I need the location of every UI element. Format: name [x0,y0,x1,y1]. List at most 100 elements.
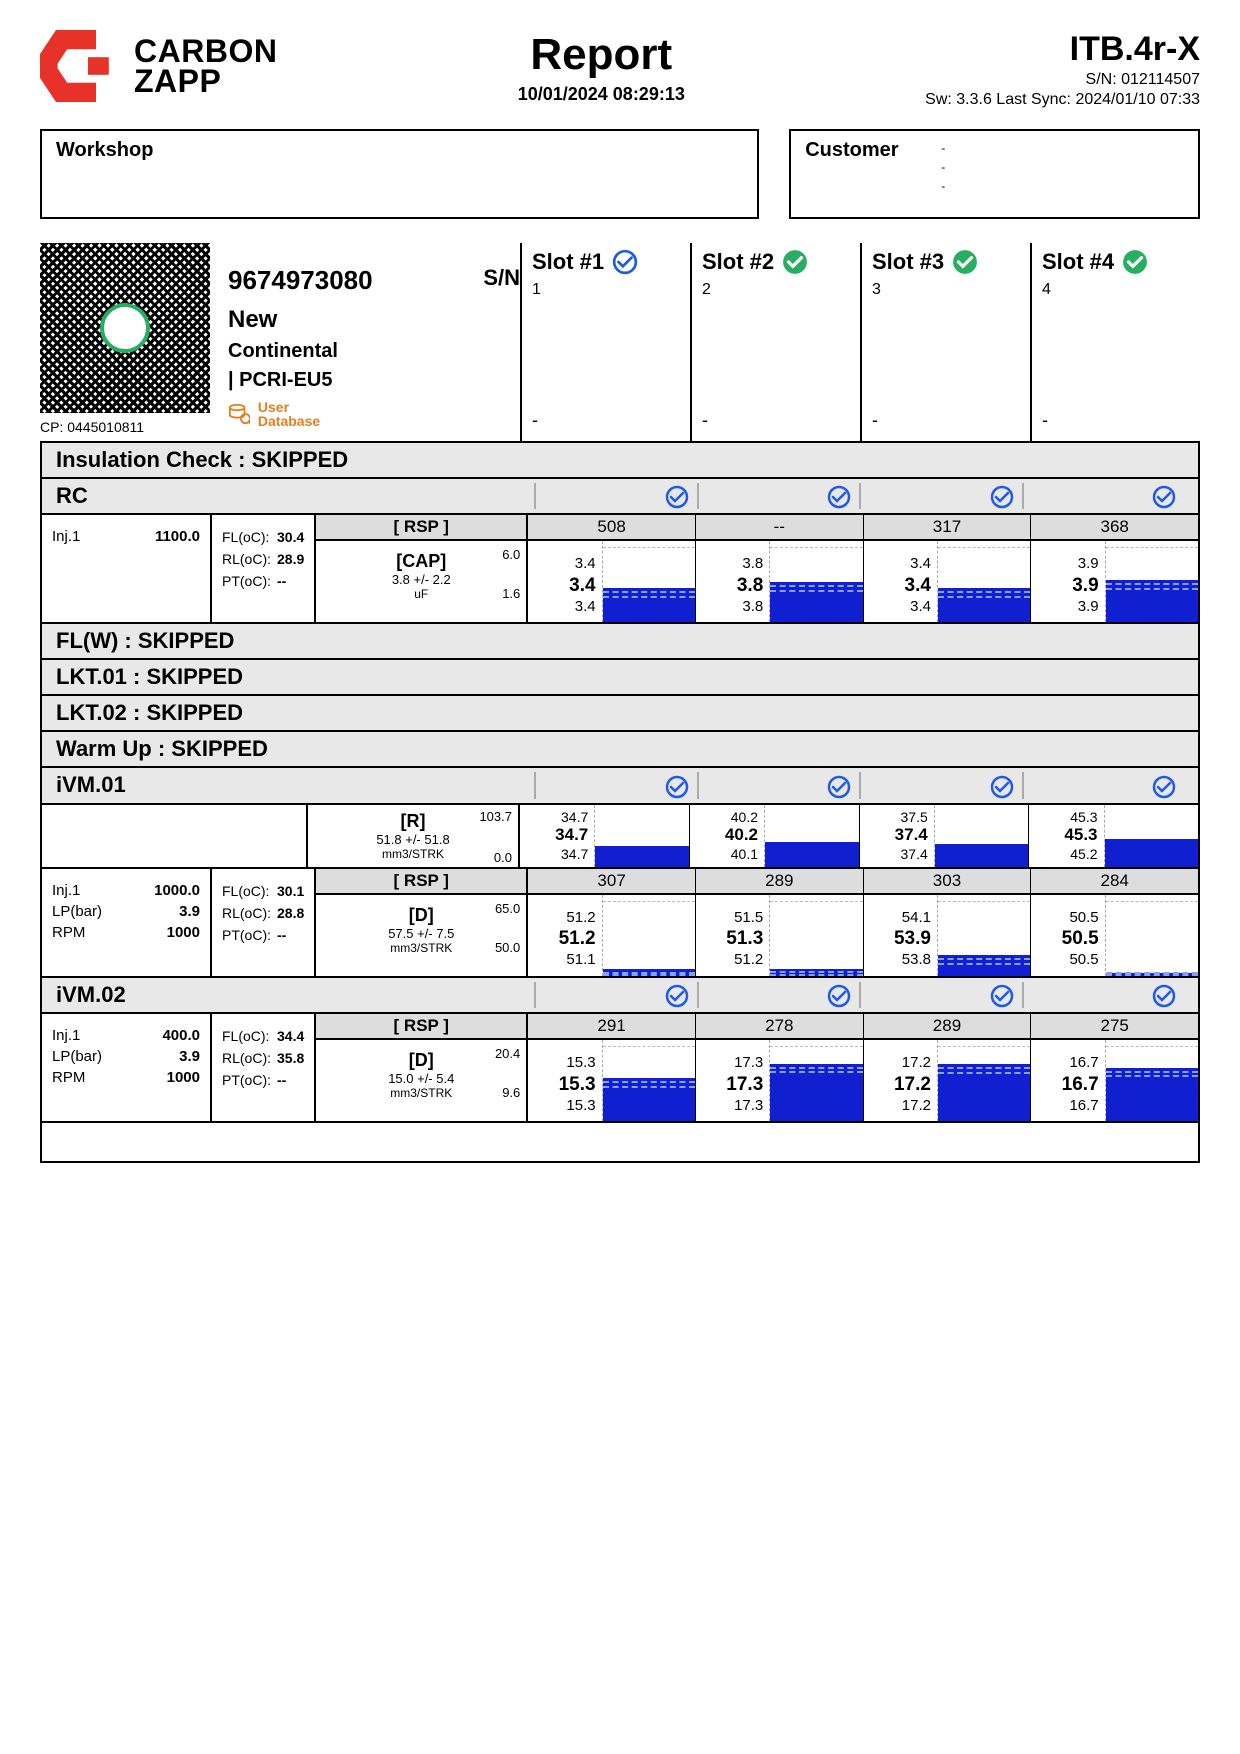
ivm01-d-slot-1: 307 51.251.251.1 [528,869,695,976]
rc-check-1 [534,483,697,509]
section-ivm02: iVM.02 [40,978,1200,1014]
reading-values: 17.317.317.3 [696,1040,769,1121]
reading-bar [769,541,862,622]
cp-code: CP: 0445010811 [40,419,210,435]
check-icon [782,249,808,275]
reading-bar [1105,895,1198,976]
ivm02-d-slot-1: 291 15.315.315.3 [528,1014,695,1121]
reading-bar [937,1040,1030,1121]
slot-dash: - [872,410,878,431]
rsp-value: 284 [1031,869,1198,895]
workshop-box: Workshop [40,129,759,219]
rc-check-4 [1022,483,1185,509]
slot-dash: - [1042,410,1048,431]
rsp-value: 289 [696,869,863,895]
reading-bar [602,541,695,622]
device-type: | PCRI-EU5 [228,369,520,392]
ivm01-r-slot-2: 40.240.240.1 [689,805,859,867]
reading-bar [769,1040,862,1121]
rc-check-2 [697,483,860,509]
rc-param: [ RSP ] 6.0 [CAP] 3.8 +/- 2.2 uF 1.6 [316,515,528,622]
rc-left: Inj.11100.0 [42,515,212,622]
ivm01-d-slot-2: 289 51.551.351.2 [695,869,863,976]
reading-values: 17.217.217.2 [864,1040,937,1121]
rsp-value: 368 [1031,515,1198,541]
report-timestamp: 10/01/2024 08:29:13 [277,84,925,105]
section-warmup: Warm Up : SKIPPED [40,732,1200,768]
page-title: Report [277,30,925,80]
report-header: CARBON ZAPP Report 10/01/2024 08:29:13 I… [40,30,1200,109]
ivm01-d-row: Inj.11000.0LP(bar)3.9RPM1000 FL(oC):30.1… [40,869,1200,978]
section-lkt01: LKT.01 : SKIPPED [40,660,1200,696]
section-insulation: Insulation Check : SKIPPED [40,443,1200,479]
rc-slot-4: 368 3.93.93.9 [1030,515,1198,622]
reading-values: 15.315.315.3 [528,1040,601,1121]
slot-number: 2 [702,281,850,299]
check-icon [952,249,978,275]
check-icon [612,249,638,275]
slot-label: Slot #3 [872,249,944,275]
rsp-value: 307 [528,869,695,895]
sn-label: S/N [483,265,520,296]
brand-text: CARBON ZAPP [134,36,277,97]
rc-temps: FL(oC):30.4RL(oC):28.9PT(oC):-- [212,515,316,622]
ivm01-r-slot-3: 37.537.437.4 [859,805,1029,867]
slot-2: Slot #2 2 - [690,243,860,441]
slot-label: Slot #1 [532,249,604,275]
reading-bar [769,895,862,976]
rc-check-3 [859,483,1022,509]
user-database-badge: User Database [228,400,520,428]
device-state: New [228,306,520,334]
rsp-value: 317 [864,515,1031,541]
rc-slot-1: 508 3.43.43.4 [528,515,695,622]
reading-bar [602,1040,695,1121]
database-icon [228,403,250,425]
ivm01-d-slot-4: 284 50.550.550.5 [1030,869,1198,976]
rsp-value: 508 [528,515,695,541]
reading-values: 3.83.83.8 [696,541,769,622]
ivm02-d-slot-3: 289 17.217.217.2 [863,1014,1031,1121]
section-flw: FL(W) : SKIPPED [40,624,1200,660]
check-icon [1122,249,1148,275]
slot-dash: - [702,410,708,431]
rc-slot-3: 317 3.43.43.4 [863,515,1031,622]
device-manufacturer: Continental [228,340,520,363]
slot-4: Slot #4 4 - [1030,243,1200,441]
reading-bar [937,895,1030,976]
part-number: 9674973080 [228,265,373,296]
device-row: ✓ CP: 0445010811 9674973080 S/N New Cont… [40,243,1200,443]
ivm02-title: iVM.02 [56,982,534,1008]
rc-slot-2: -- 3.83.83.8 [695,515,863,622]
reading-values: 3.93.93.9 [1031,541,1104,622]
reading-values: 51.551.351.2 [696,895,769,976]
section-ivm01: iVM.01 [40,768,1200,804]
brand-logo: CARBON ZAPP [40,30,277,102]
ivm02-d-row: Inj.1400.0LP(bar)3.9RPM1000 FL(oC):34.4R… [40,1014,1200,1123]
device-sw: Sw: 3.3.6 Last Sync: 2024/01/10 07:33 [925,91,1200,109]
qr-block: ✓ CP: 0445010811 [40,243,210,435]
rsp-value: -- [696,515,863,541]
reading-bar [937,541,1030,622]
reading-values: 54.153.953.8 [864,895,937,976]
reading-values: 3.43.43.4 [528,541,601,622]
reading-values: 16.716.716.7 [1031,1040,1104,1121]
reading-values: 50.550.550.5 [1031,895,1104,976]
slot-number: 3 [872,281,1020,299]
rsp-value: 303 [864,869,1031,895]
slot-number: 4 [1042,281,1190,299]
slot-dash: - [532,410,538,431]
section-lkt02: LKT.02 : SKIPPED [40,696,1200,732]
reading-bar [602,895,695,976]
rsp-label: [ RSP ] [316,515,526,541]
reading-values: 3.43.43.4 [864,541,937,622]
ivm01-d-slot-3: 303 54.153.953.8 [863,869,1031,976]
ivm01-r-row: 103.7 [R] 51.8 +/- 51.8 mm3/STRK 0.0 34.… [40,805,1200,869]
rc-measurement: Inj.11100.0 FL(oC):30.4RL(oC):28.9PT(oC)… [40,515,1200,624]
ivm01-title: iVM.01 [56,772,534,798]
section-rc: RC [40,479,1200,515]
customer-box: Customer - - - [789,129,1200,219]
customer-dashes: - - - [941,139,945,197]
ivm01-r-slot-1: 34.734.734.7 [520,805,689,867]
slot-1: Slot #1 1 - [520,243,690,441]
logo-mark-icon [40,30,120,102]
